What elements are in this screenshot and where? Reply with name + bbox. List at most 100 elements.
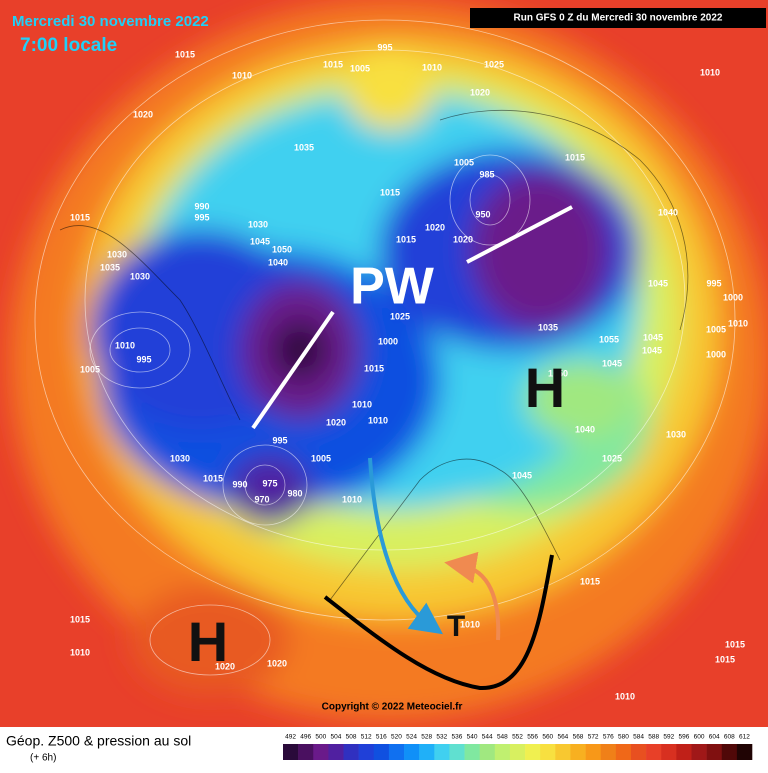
high-label: H	[188, 610, 228, 673]
legend-label: 572	[588, 734, 599, 741]
isobar-label: 1035	[538, 322, 558, 332]
legend-label: 584	[633, 734, 644, 741]
isobar-label: 1015	[380, 187, 400, 197]
isobar-label: 1045	[643, 332, 663, 342]
legend-swatch	[494, 744, 511, 760]
isobar-label: 1015	[580, 576, 600, 586]
isobar-label: 990	[194, 201, 209, 211]
legend-swatch	[630, 744, 647, 760]
warm-flow-arrow	[444, 551, 501, 641]
isobar-label: 1050	[272, 244, 292, 254]
trough-label: T	[447, 610, 465, 643]
isobar-label: 970	[254, 494, 269, 504]
legend-label: 548	[497, 734, 508, 741]
isobar-label: 1035	[100, 262, 120, 272]
legend-label: 564	[557, 734, 568, 741]
legend-label: 496	[300, 734, 311, 741]
pw-axis	[251, 310, 335, 430]
legend-swatch	[388, 744, 405, 760]
isobar-label: 1010	[352, 399, 372, 409]
legend-label: 524	[406, 734, 417, 741]
legend-swatch	[313, 744, 329, 760]
legend-swatch	[646, 744, 662, 760]
legend-label: 596	[678, 734, 689, 741]
legend-label: 588	[648, 734, 659, 741]
legend-swatch	[509, 744, 526, 760]
isobar-label: 1015	[364, 363, 384, 373]
isobar-label: 1030	[666, 429, 686, 439]
isobar-label: 1010	[342, 494, 362, 504]
isobar-label: 990	[232, 479, 247, 489]
legend-label: 612	[739, 734, 750, 741]
isobar-label: 1025	[602, 453, 622, 463]
legend-label: 560	[542, 734, 553, 741]
isobar-label: 1055	[599, 334, 619, 344]
isobar-label: 1020	[470, 87, 490, 97]
isobar-label: 1015	[565, 152, 585, 162]
legend-swatch	[404, 744, 420, 760]
isobar-label: 1025	[484, 59, 504, 69]
legend-swatch	[600, 744, 617, 760]
legend-swatch	[419, 744, 435, 760]
run-info: Run GFS 0 Z du Mercredi 30 novembre 2022	[514, 13, 723, 24]
isobar-label: 1045	[648, 278, 668, 288]
isobar-label: 995	[377, 42, 392, 52]
run-box	[470, 8, 766, 28]
isobar-label: 1020	[425, 222, 445, 232]
isobar-label: 995	[706, 278, 721, 288]
legend-label: 528	[421, 734, 432, 741]
legend-label: 552	[512, 734, 523, 741]
isobar-label: 1015	[175, 49, 195, 59]
legend-label: 544	[482, 734, 493, 741]
legend-swatch	[464, 744, 480, 760]
isobar-label: 1010	[615, 691, 635, 701]
legend-swatch	[676, 744, 692, 760]
isobar-label: 1000	[723, 292, 743, 302]
legend: 492 496 500 504 508 512 516 520 524 528 532 536 540 5…	[283, 734, 753, 760]
isobar-label: 1010	[115, 340, 135, 350]
legend-label: 536	[452, 734, 463, 741]
legend-label: 540	[467, 734, 478, 741]
cold-flow-arrow	[368, 457, 444, 635]
isobar-label: 1045	[512, 470, 532, 480]
legend-label: 600	[694, 734, 705, 741]
isobar-label: 1020	[326, 417, 346, 427]
isobar-label: 1010	[728, 318, 748, 328]
isobar-label: 975	[262, 478, 277, 488]
isobar-label: 985	[479, 169, 494, 179]
legend-swatch	[298, 744, 314, 760]
legend-swatch	[479, 744, 496, 760]
legend-swatch	[585, 744, 602, 760]
legend-swatch	[706, 744, 723, 760]
isobar-label: 950	[475, 209, 490, 219]
isobar-label: 1030	[107, 249, 127, 259]
legend-label: 504	[331, 734, 342, 741]
legend-label: 556	[527, 734, 538, 741]
legend-label: 520	[391, 734, 402, 741]
legend-swatch	[328, 744, 344, 760]
isobar-label: 1020	[133, 109, 153, 119]
legend-label: 500	[315, 734, 326, 741]
isobar-label: 1015	[70, 212, 90, 222]
isobar-label: 995	[136, 354, 151, 364]
isobar-label: 1020	[453, 234, 473, 244]
isobar-label: 980	[287, 488, 302, 498]
legend-label: 532	[436, 734, 447, 741]
isobar-label: 1005	[706, 324, 726, 334]
isobar-label: 1015	[323, 59, 343, 69]
isobar-label: 1010	[70, 647, 90, 657]
legend-swatch	[434, 744, 450, 760]
isobar-label: 1020	[267, 658, 287, 668]
legend-label: 604	[709, 734, 720, 741]
legend-label: 576	[603, 734, 614, 741]
isobar-label: 1015	[725, 639, 745, 649]
legend-swatch	[525, 744, 541, 760]
high-label: H	[525, 356, 565, 419]
legend-swatch	[691, 744, 707, 760]
copyright: Copyright © 2022 Meteociel.fr	[322, 702, 463, 713]
isobar-label: 1045	[250, 236, 270, 246]
legend-swatch	[449, 744, 465, 760]
